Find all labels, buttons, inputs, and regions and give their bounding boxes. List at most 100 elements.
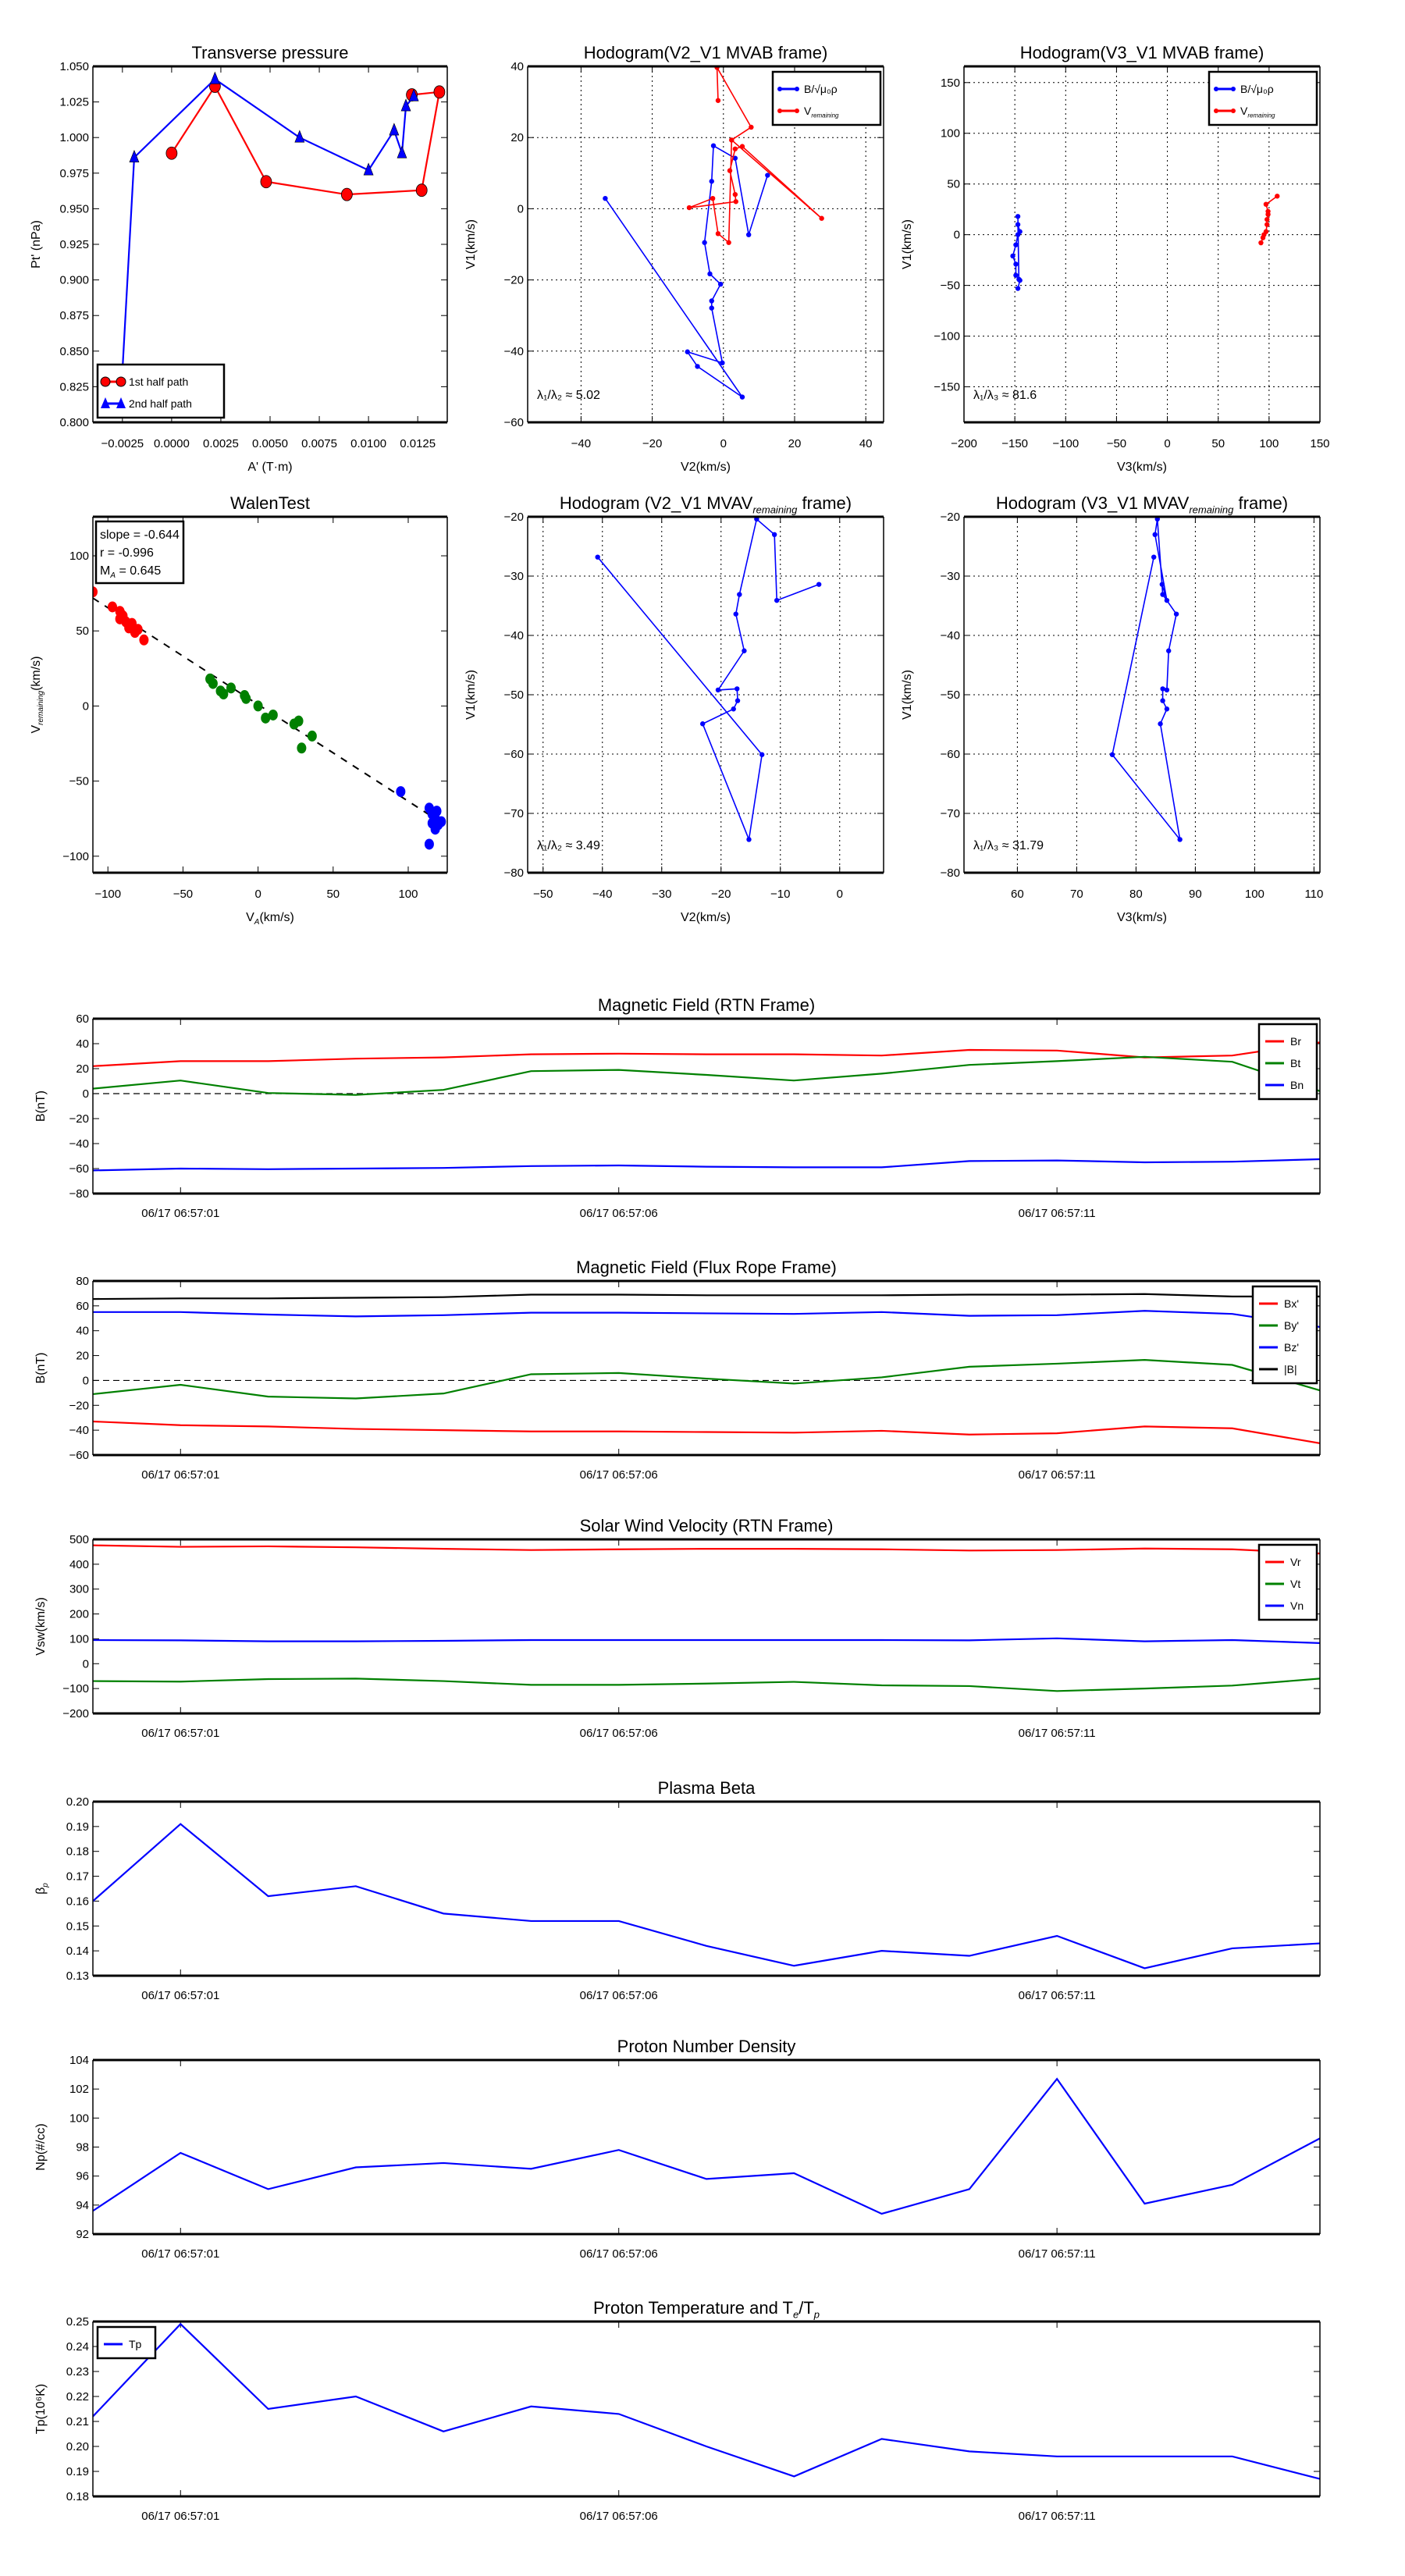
proton-number-density-chart: 06/17 06:57:01 06/17 06:57:06 06/17 06:57:… [34,2037,1321,2261]
data-point [715,231,721,237]
y-tick-label: −50 [941,688,960,702]
y-tick-label: 0.23 [66,2365,89,2379]
series-line [93,1359,1320,1400]
y-tick-label: 0.18 [66,1845,89,1859]
x-tick-label: 110 [1304,888,1323,901]
y-axis-label: Np(#/cc) [34,2123,48,2170]
legend-box [1251,1285,1318,1385]
y-tick-label: 500 [69,1533,89,1546]
data-point [1151,554,1157,560]
x-tick-label: 100 [1259,437,1279,450]
x-axis-label: VA(km/s) [246,911,294,927]
series-0 [93,1544,1320,1555]
data-point [707,271,713,277]
data-point [1159,582,1165,587]
y-tick-label: −40 [69,1137,89,1151]
data-point [732,155,738,161]
data-point [433,85,446,99]
y-tick-label: 0 [954,229,960,242]
y-tick-label: −150 [934,381,960,394]
data-point [595,554,600,560]
series-line [604,144,769,398]
y-tick-label: −20 [69,1399,89,1412]
x-tick-label: 06/17 06:57:01 [141,2247,219,2261]
x-tick-label: 0 [1164,437,1170,450]
data-point [1173,611,1179,617]
legend-label: Bt [1290,1057,1300,1069]
y-tick-label: −70 [504,807,524,820]
data-point [742,648,747,653]
series-0 [93,586,149,646]
legend-marker [100,376,111,387]
data-point [1263,201,1269,207]
legend-label: 1st half path [129,375,188,388]
legend-marker [116,376,126,387]
x-tick-label: −100 [1052,437,1079,450]
legend-marker [1231,109,1236,113]
y-tick-label: 20 [510,131,524,144]
x-tick-label: −50 [533,888,553,901]
y-tick-label: −80 [69,1187,89,1201]
data-point [720,360,725,366]
y-tick-label: 0 [83,1087,89,1101]
data-point [1166,648,1172,653]
solar-wind-velocity-chart: 06/17 06:57:01 06/17 06:57:06 06/17 06:57:… [34,1516,1321,1740]
x-tick-label: 90 [1189,888,1202,901]
legend: Br Bt Bn [1257,1023,1318,1101]
y-tick-label: 0.16 [66,1895,89,1908]
legend: Bx' By' Bz' |B| [1251,1285,1318,1385]
y-axis-label: V1(km/s) [464,219,478,269]
data-point [731,706,736,712]
series-0 [93,1823,1320,1969]
x-tick-label: 06/17 06:57:11 [1019,1727,1096,1740]
y-tick-label: 0.975 [59,167,89,180]
data-point [397,145,407,158]
data-point [1164,597,1170,603]
x-axis-label: V3(km/s) [1117,911,1167,924]
data-point [710,143,717,148]
x-tick-label: 0.0100 [350,437,386,450]
data-point [93,586,98,598]
x-tick-label: −200 [951,437,977,450]
stats-annotation: slope = -0.644 [100,528,180,542]
legend-marker [777,109,782,113]
x-tick-label: 06/17 06:57:06 [580,1727,658,1740]
data-point [1158,721,1163,727]
hodogram-v3-v1-mvav-chart: 60 70 80 90 100 110 −80 −70 −60 −50 −40 −30 −20 Hodog… [901,493,1323,924]
y-tick-label: 1.025 [59,96,89,109]
data-point [709,179,714,184]
data-point [695,364,700,369]
series-2 [396,786,446,850]
legend-label: Vn [1290,1599,1304,1612]
y-tick-label: 0.21 [66,2415,89,2428]
y-tick-label: 40 [76,1037,89,1051]
legend-label: B/√μ₀ρ [804,83,838,95]
x-tick-label: −20 [711,888,731,901]
series-2 [93,1637,1320,1644]
series-1 [93,1678,1320,1692]
x-tick-label: 06/17 06:57:01 [141,2510,219,2523]
data-point [400,98,411,112]
data-point [226,682,236,694]
stats-box [94,520,185,585]
y-tick-label: −50 [504,688,524,702]
data-point [1177,837,1183,842]
series-line [93,2077,1320,2215]
series-0 [93,2077,1320,2215]
data-point [735,686,740,692]
data-point [268,709,278,720]
data-point [745,232,752,237]
series-0 [1010,214,1023,291]
legend-label: Tp [129,2338,142,2350]
series-line [93,1310,1320,1329]
x-tick-label: 06/17 06:57:06 [580,1989,658,2002]
x-tick-label: 0.0000 [154,437,190,450]
series-1 [93,1055,1320,1096]
y-tick-label: −100 [62,1682,89,1695]
data-point [1164,687,1170,693]
y-tick-label: 0 [83,1657,89,1670]
y-axis-label: V1(km/s) [901,219,914,269]
chart-title: Plasma Beta [658,1778,756,1798]
y-tick-label: 50 [76,624,89,638]
legend-label: Vr [1290,1556,1301,1568]
